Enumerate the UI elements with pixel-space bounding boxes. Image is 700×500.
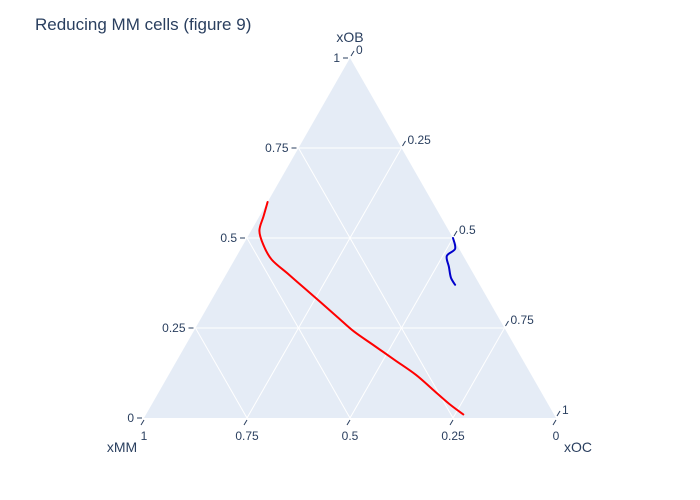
grid-line-xoc [452, 327, 505, 419]
tick-label-xmm: 1 [141, 429, 148, 443]
tick-mark-xoc [556, 410, 561, 417]
tick-mark-xoc [350, 50, 355, 57]
tick-label-xob: 0 [127, 411, 134, 425]
axis-title-xob: xOB [336, 29, 363, 45]
grid-line-xoc [349, 237, 454, 419]
chart-title: Reducing MM cells (figure 9) [35, 15, 251, 34]
tick-label-xoc: 0.75 [511, 313, 535, 327]
tick-label-xob: 0.25 [162, 321, 186, 335]
series-line-2 [445, 237, 457, 286]
tick-mark-xmm [346, 419, 351, 426]
tick-mark-xmm [449, 419, 454, 426]
grid-lines [195, 147, 505, 419]
grid-line-xmm [246, 237, 351, 419]
data-series [258, 201, 465, 416]
tick-label-xmm: 0 [553, 429, 560, 443]
tick-mark-xmm [243, 419, 248, 426]
tick-label-xoc: 0.25 [408, 133, 432, 147]
tick-label-xoc: 0 [356, 43, 363, 57]
tick-label-xmm: 0.5 [342, 429, 359, 443]
tick-mark-xmm [140, 419, 145, 426]
tick-label-xoc: 0.5 [459, 223, 476, 237]
tick-mark-xmm [552, 419, 557, 426]
axis-title-xoc: xOC [564, 439, 592, 455]
series-line-1 [258, 201, 465, 416]
tick-label-xob: 1 [333, 51, 340, 65]
tick-mark-xoc [453, 230, 458, 237]
tick-label-xmm: 0.75 [235, 429, 259, 443]
tick-mark-xoc [402, 140, 406, 147]
tick-label-xob: 0.5 [220, 231, 237, 245]
grid-line-xmm [195, 327, 248, 419]
tick-label-xoc: 1 [562, 403, 569, 417]
tick-mark-xoc [505, 320, 509, 327]
grid-line-xmm [298, 147, 454, 419]
tick-label-xmm: 0.25 [441, 429, 465, 443]
axis-title-xmm: xMM [107, 439, 137, 455]
grid-line-xoc [246, 147, 402, 419]
tick-label-xob: 0.75 [265, 141, 289, 155]
